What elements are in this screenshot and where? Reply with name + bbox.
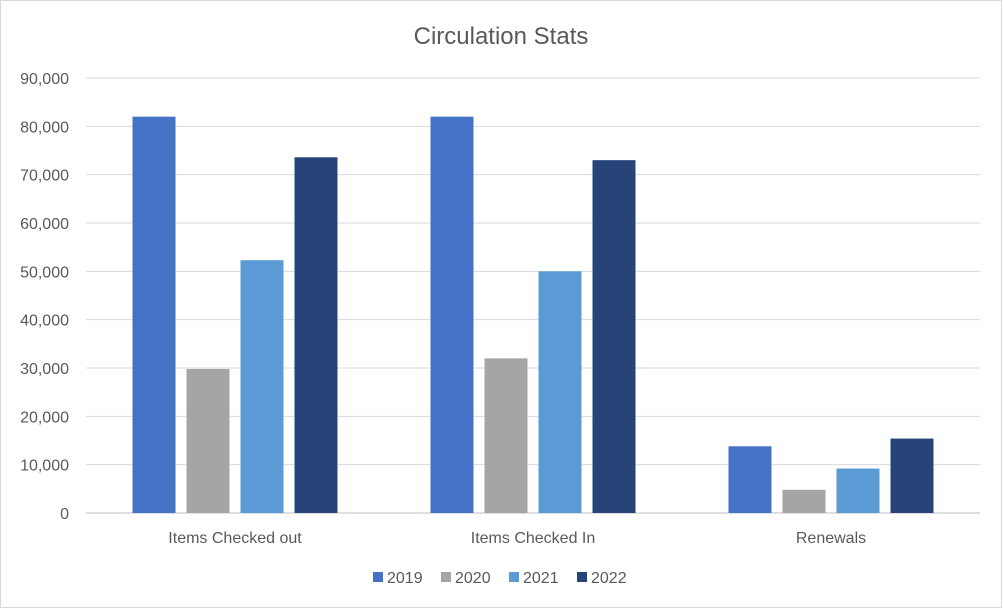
- y-tick-label: 10,000: [20, 458, 69, 475]
- y-tick-label: 80,000: [20, 119, 69, 136]
- legend-swatch: [441, 572, 451, 582]
- y-axis: 0 10,000 20,000 30,000 40,000 50,000 60,000 70,…: [20, 71, 69, 523]
- bar: [484, 358, 528, 513]
- y-tick-label: 90,000: [20, 71, 69, 88]
- bar: [782, 489, 826, 513]
- bar: [186, 368, 230, 513]
- gridlines: [86, 77, 980, 514]
- bar: [836, 468, 880, 513]
- bar: [132, 116, 176, 514]
- legend-swatch: [373, 572, 383, 582]
- y-tick-label: 40,000: [20, 313, 69, 330]
- y-tick-label: 70,000: [20, 168, 69, 185]
- chart-title: Circulation Stats: [414, 23, 589, 50]
- bar: [728, 446, 772, 513]
- x-tick-label: Renewals: [796, 530, 866, 547]
- legend-swatch: [509, 572, 519, 582]
- legend-label: 2021: [523, 570, 559, 587]
- bars: [132, 116, 934, 514]
- x-tick-label: Items Checked In: [471, 530, 596, 547]
- y-tick-label: 50,000: [20, 264, 69, 281]
- bar: [430, 116, 474, 514]
- y-tick-label: 30,000: [20, 361, 69, 378]
- y-tick-label: 60,000: [20, 216, 69, 233]
- legend: 2019 2020 2021 2022: [373, 570, 627, 587]
- y-tick-label: 20,000: [20, 409, 69, 426]
- y-tick-label: 0: [60, 506, 69, 523]
- x-tick-label: Items Checked out: [168, 530, 302, 547]
- legend-label: 2019: [387, 570, 423, 587]
- bar: [240, 260, 284, 513]
- legend-swatch: [577, 572, 587, 582]
- bar: [538, 271, 582, 513]
- bar: [890, 438, 934, 513]
- legend-label: 2020: [455, 570, 491, 587]
- x-axis: Items Checked out Items Checked In Renewal…: [168, 530, 866, 547]
- legend-label: 2022: [591, 570, 627, 587]
- bar: [592, 160, 636, 513]
- bar: [294, 157, 338, 513]
